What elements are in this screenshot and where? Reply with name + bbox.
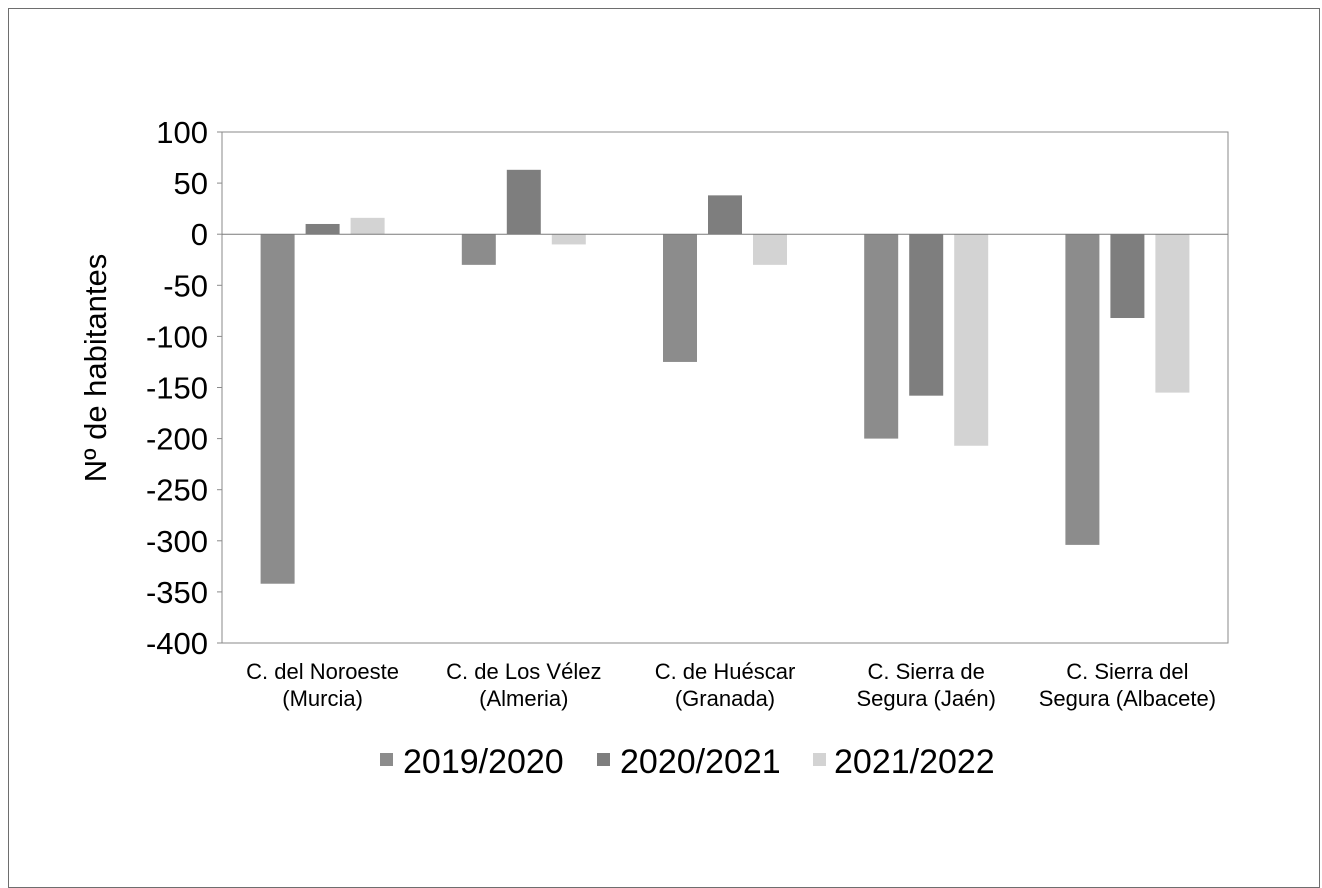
bar-2019-2020-0: [260, 234, 295, 584]
y-tick-label: -250: [146, 473, 208, 508]
bar-2020-2021-0: [305, 223, 340, 235]
bar-2020-2021-1: [506, 169, 541, 235]
plot-area: 100 50 0 -50 -100 -150 -200 -250 -300 -350 -400 C. …: [146, 115, 1229, 711]
x-tick-label: (Almeria): [479, 686, 568, 711]
x-tick-label: C. de Huéscar: [655, 659, 796, 684]
x-tick-label: (Murcia): [282, 686, 363, 711]
y-tick-label: -100: [146, 319, 208, 354]
bar-2021-2022-4: [1155, 234, 1190, 393]
bar-2021-2022-0: [350, 217, 385, 235]
bar-2019-2020-4: [1065, 234, 1100, 545]
bar-2020-2021-3: [909, 234, 944, 396]
legend-label: 2019/2020: [403, 743, 564, 781]
bar-2021-2022-1: [551, 234, 586, 245]
bar-2019-2020-1: [461, 234, 496, 265]
x-tick-label: C. del Noroeste: [246, 659, 399, 684]
legend: 2019/2020 2020/2021 2021/2022: [380, 743, 995, 781]
legend-swatch: [813, 753, 826, 766]
y-axis-label: Nº de habitantes: [78, 254, 113, 482]
bar-2019-2020-3: [864, 234, 899, 439]
x-tick-label: C. de Los Vélez: [446, 659, 601, 684]
y-tick-label: -50: [163, 268, 208, 303]
bar-2020-2021-2: [708, 195, 742, 235]
legend-swatch: [380, 753, 393, 766]
y-tick-label: -400: [146, 626, 208, 661]
y-tick-label: 50: [174, 166, 208, 201]
bar-2019-2020-2: [663, 234, 697, 362]
x-tick-label: C. Sierra del: [1066, 659, 1188, 684]
bar-2020-2021-4: [1110, 234, 1145, 319]
y-tick-label: -200: [146, 422, 208, 457]
y-tick-label: -350: [146, 575, 208, 610]
legend-label: 2020/2021: [620, 743, 781, 781]
x-tick-label: C. Sierra de: [868, 659, 985, 684]
y-tick-label: -150: [146, 371, 208, 406]
x-tick-label: Segura (Albacete): [1039, 686, 1216, 711]
y-tick-label: -300: [146, 524, 208, 559]
legend-swatch: [597, 753, 610, 766]
bar-2021-2022-3: [954, 234, 989, 446]
legend-label: 2021/2022: [834, 743, 995, 781]
y-tick-label: 0: [191, 217, 208, 252]
bar-2021-2022-2: [753, 234, 787, 265]
x-tick-label: (Granada): [675, 686, 775, 711]
y-tick-label: 100: [156, 115, 208, 150]
x-tick-label: Segura (Jaén): [856, 686, 995, 711]
